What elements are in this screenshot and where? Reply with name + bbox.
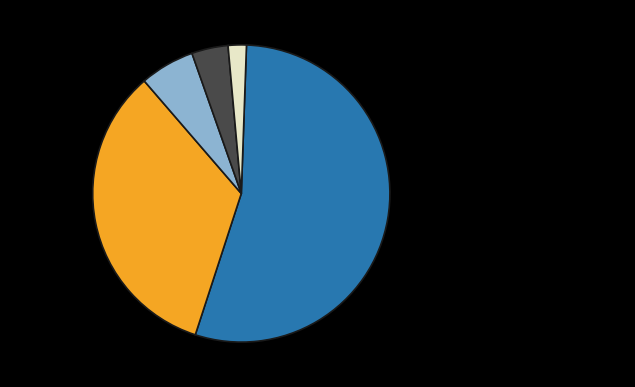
Wedge shape [144,53,241,194]
Wedge shape [93,81,241,335]
Wedge shape [228,45,246,194]
Wedge shape [192,46,241,194]
Wedge shape [196,45,390,342]
